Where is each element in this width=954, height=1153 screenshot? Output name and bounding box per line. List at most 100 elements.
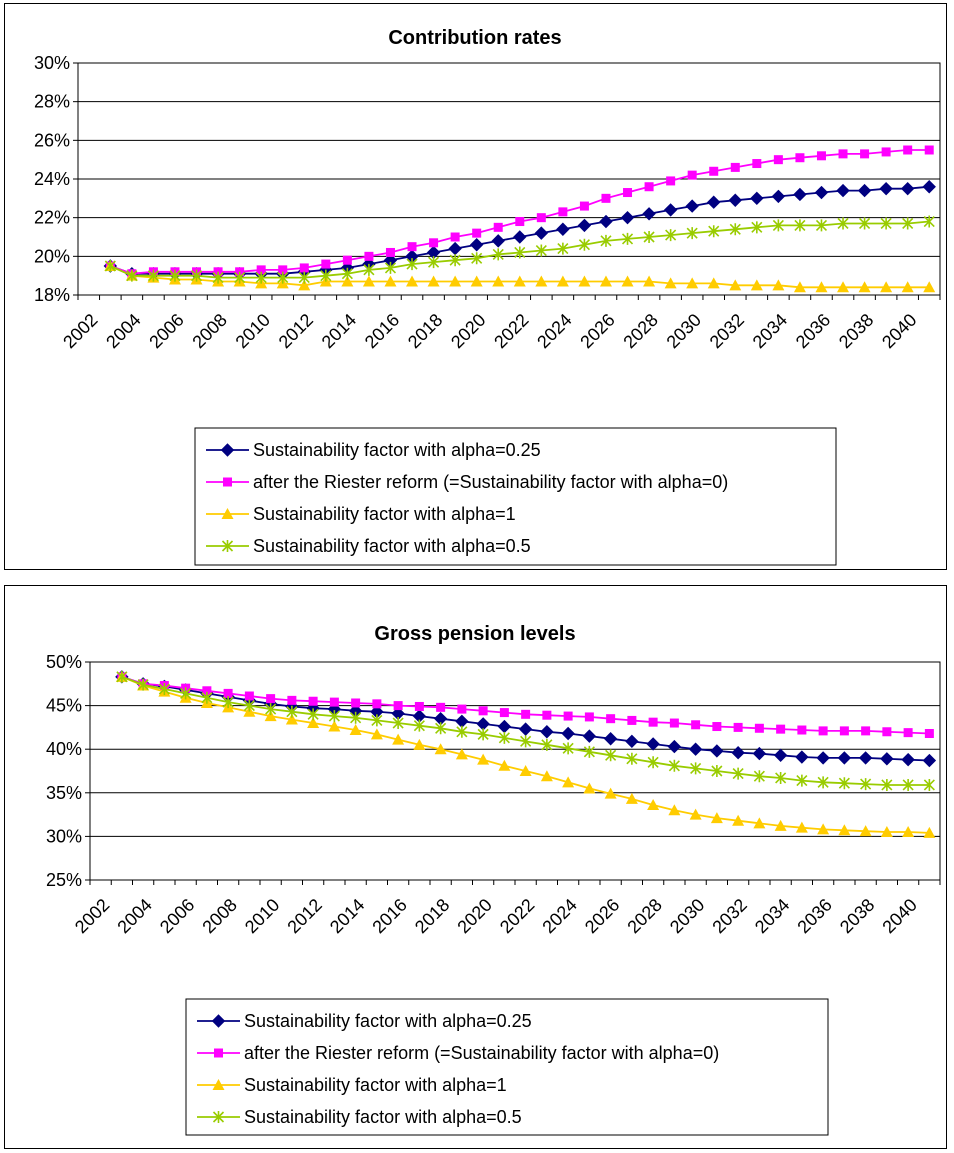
data-point <box>455 748 468 760</box>
data-point <box>542 710 552 720</box>
data-point <box>923 778 935 791</box>
data-point <box>775 771 787 784</box>
data-point <box>818 726 828 736</box>
data-point <box>839 726 849 736</box>
data-point <box>815 219 828 232</box>
data-point <box>729 223 741 236</box>
legend: Sustainability factor with alpha=0.25 aft… <box>194 427 837 566</box>
legend-label: Sustainability factor with alpha=0.25 <box>253 440 541 460</box>
data-point <box>861 726 871 736</box>
data-point <box>923 826 936 838</box>
data-point <box>384 275 397 287</box>
data-point <box>599 275 612 287</box>
data-point <box>600 234 612 247</box>
data-point <box>711 765 723 777</box>
data-point <box>449 275 462 287</box>
data-point <box>902 217 914 230</box>
x-tick-label: 2030 <box>663 310 705 352</box>
data-point <box>668 759 680 772</box>
data-point <box>774 819 787 831</box>
data-point <box>536 213 546 223</box>
data-point <box>535 275 548 287</box>
data-point <box>234 271 246 284</box>
data-point <box>689 808 702 820</box>
data-point <box>687 170 697 180</box>
data-point <box>924 729 934 739</box>
x-tick-label: 2024 <box>538 895 580 937</box>
data-point <box>540 770 553 782</box>
data-point <box>924 145 934 155</box>
data-point <box>707 195 721 209</box>
data-point <box>710 812 723 824</box>
data-point <box>264 710 277 722</box>
data-point <box>456 725 468 738</box>
data-point <box>385 247 395 257</box>
data-point <box>364 251 374 261</box>
data-point <box>223 688 233 698</box>
data-point <box>882 727 892 737</box>
data-point <box>286 705 298 718</box>
data-point <box>691 720 701 730</box>
data-point <box>449 254 461 267</box>
y-tick-label: 22% <box>34 208 70 228</box>
data-point <box>299 263 309 273</box>
y-tick-label: 18% <box>34 285 70 305</box>
data-point <box>817 776 829 789</box>
data-point <box>477 728 489 741</box>
data-point <box>407 242 417 252</box>
data-point <box>708 225 720 238</box>
data-point <box>169 269 181 282</box>
data-point <box>477 753 490 765</box>
data-point <box>126 269 138 282</box>
data-point <box>298 279 311 291</box>
legend-marker <box>221 540 234 552</box>
data-point <box>519 765 532 776</box>
data-point <box>880 281 893 293</box>
data-point <box>513 230 527 244</box>
data-point <box>620 210 635 225</box>
legend-label: Sustainability factor with alpha=0.25 <box>244 1011 532 1031</box>
data-point <box>903 145 913 155</box>
data-point <box>435 722 447 735</box>
chart-title: Gross pension levels <box>374 623 575 645</box>
data-point <box>562 776 575 788</box>
data-point <box>582 729 597 743</box>
data-point <box>287 695 297 705</box>
data-point <box>277 271 289 284</box>
legend-box <box>194 427 837 566</box>
x-tick-label: 2040 <box>878 310 920 352</box>
series-4 <box>104 215 935 284</box>
data-point <box>370 728 383 740</box>
x-tick-label: 2038 <box>836 895 878 937</box>
data-point <box>470 275 483 287</box>
data-point <box>577 218 592 233</box>
data-point <box>556 222 570 236</box>
data-point <box>668 804 681 816</box>
data-point <box>521 709 531 719</box>
data-point <box>731 745 745 760</box>
y-tick-label: 50% <box>46 652 82 672</box>
data-point <box>285 713 298 725</box>
data-point <box>752 159 762 169</box>
data-point <box>837 217 849 230</box>
data-point <box>794 219 806 232</box>
x-tick-label: 2010 <box>241 895 283 937</box>
data-point <box>922 180 936 194</box>
data-point <box>880 217 892 230</box>
data-point <box>147 269 159 282</box>
data-point <box>902 778 914 791</box>
legend-marker <box>212 1111 225 1123</box>
x-tick-label: 2016 <box>368 895 410 937</box>
data-point <box>733 722 743 732</box>
data-point <box>732 814 745 826</box>
series-4 <box>116 670 935 791</box>
data-point <box>363 263 375 276</box>
x-tick-label: 2006 <box>145 310 187 352</box>
data-point <box>278 265 288 275</box>
data-point <box>859 217 871 230</box>
x-tick-label: 2036 <box>793 895 835 937</box>
y-tick-label: 28% <box>34 92 70 112</box>
data-point <box>406 258 418 271</box>
x-tick-label: 2014 <box>318 310 360 352</box>
data-point <box>665 229 677 242</box>
